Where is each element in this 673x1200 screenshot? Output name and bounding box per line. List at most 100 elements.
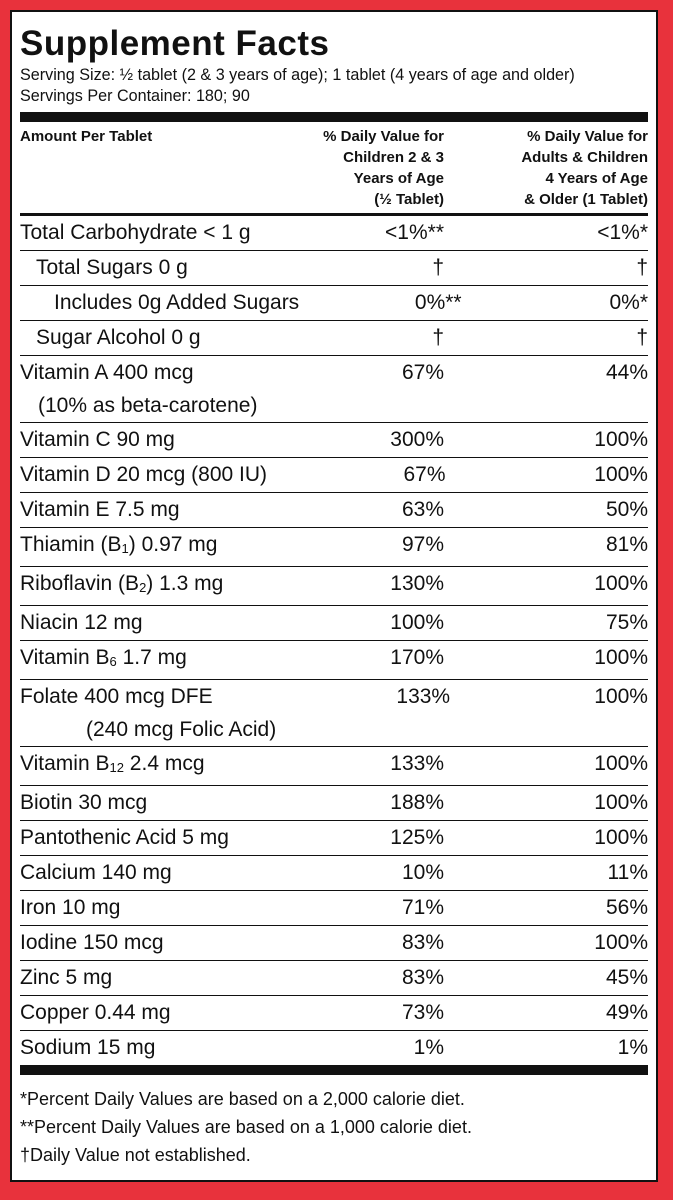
dv-adults: † <box>636 326 648 349</box>
nutrient-name-line2: (240 mcg Folic Acid) <box>86 718 277 741</box>
nutrient-name: Total Carbohydrate < 1 g <box>20 216 264 250</box>
dv-adults: 100% <box>594 826 648 849</box>
nutrient-name: Biotin 30 mcg <box>20 786 264 820</box>
dv-adults: 100% <box>594 463 648 486</box>
table-row: Biotin 30 mcg 188% 100% <box>20 786 648 821</box>
nutrient-name: Sugar Alcohol 0 g <box>20 321 264 355</box>
table-row: Calcium 140 mg 10% 11% <box>20 856 648 891</box>
dv-children: <1%** <box>385 221 444 244</box>
nutrient-name: Vitamin E 7.5 mg <box>20 493 264 527</box>
nutrient-name-text: Vitamin C 90 mg <box>20 428 175 451</box>
dv-children: 300% <box>390 428 444 451</box>
nutrient-subscript: 6 <box>109 654 117 669</box>
dv-children: 67% <box>403 463 446 486</box>
nutrient-name-text: 2.4 mcg <box>123 752 205 775</box>
header-adults-dv: % Daily Value for Adults & Children 4 Ye… <box>521 128 648 208</box>
header-children-dv: % Daily Value for Children 2 & 3 Years o… <box>323 128 444 208</box>
nutrient-rows: Total Carbohydrate < 1 g <1%** <1%* Total S… <box>20 216 648 1065</box>
nutrient-name-text: Vitamin D 20 mcg (800 IU) <box>20 463 268 486</box>
dv-adults: 100% <box>594 685 648 708</box>
dv-adults: 50% <box>605 498 648 521</box>
table-row: Copper 0.44 mg 73% 49% <box>20 996 648 1031</box>
dv-adults: 100% <box>594 572 648 595</box>
nutrient-name-text: Thiamin (B <box>20 533 122 556</box>
panel-title: Supplement Facts <box>20 24 330 63</box>
nutrient-name: Calcium 140 mg <box>20 856 264 890</box>
nutrient-name-line2: (10% as beta-carotene) <box>38 394 258 417</box>
dv-adults: 44% <box>605 361 648 384</box>
dv-children: 130% <box>390 572 444 595</box>
table-row: Sugar Alcohol 0 g † † <box>20 321 648 356</box>
serving-size: Serving Size: ½ tablet (2 & 3 years of a… <box>20 65 575 84</box>
dv-adults: 81% <box>605 533 648 556</box>
nutrient-name-text: Vitamin A 400 mcg <box>20 361 194 384</box>
nutrient-name-text: Riboflavin (B <box>20 572 140 595</box>
dv-children: 125% <box>390 826 444 849</box>
dv-adults: 75% <box>605 611 648 634</box>
dv-children: 63% <box>401 498 444 521</box>
nutrient-name-text: ) 0.97 mg <box>128 533 218 556</box>
table-row: Vitamin B6 1.7 mg 170% 100% <box>20 641 648 680</box>
nutrient-name: Thiamin (B1) 0.97 mg <box>20 528 264 566</box>
thick-rule-top <box>20 112 648 122</box>
nutrient-name-text: ) 1.3 mg <box>146 572 224 595</box>
table-row: Vitamin E 7.5 mg 63% 50% <box>20 493 648 528</box>
supplement-facts-panel: Supplement Facts Serving Size: ½ tablet … <box>10 10 658 1182</box>
nutrient-name-text: Iodine 150 mcg <box>20 931 164 954</box>
table-row: Vitamin A 400 mcg (10% as beta-carotene) 6… <box>20 356 648 423</box>
dv-children: 83% <box>401 966 444 989</box>
nutrient-name: Vitamin B12 2.4 mcg <box>20 747 264 785</box>
table-row: Niacin 12 mg 100% 75% <box>20 606 648 641</box>
nutrient-name: Includes 0g Added Sugars <box>20 286 299 320</box>
dv-children: 71% <box>401 896 444 919</box>
table-row: Iodine 150 mcg 83% 100% <box>20 926 648 961</box>
dv-children: 100% <box>390 611 444 634</box>
table-row: Iron 10 mg 71% 56% <box>20 891 648 926</box>
nutrient-name: Iron 10 mg <box>20 891 264 925</box>
nutrient-name: Iodine 150 mcg <box>20 926 264 960</box>
dv-adults: 100% <box>594 791 648 814</box>
nutrient-name-text: Vitamin B <box>20 752 110 775</box>
nutrient-name-text: Zinc 5 mg <box>20 966 113 989</box>
nutrient-name-text: Sodium 15 mg <box>20 1036 156 1059</box>
table-row: Riboflavin (B2) 1.3 mg 130% 100% <box>20 567 648 606</box>
nutrient-name-text: Iron 10 mg <box>20 896 121 919</box>
footnotes: *Percent Daily Values are based on a 2,0… <box>20 1085 648 1169</box>
dv-children: 133% <box>396 685 451 708</box>
dv-adults: 0%* <box>609 291 648 314</box>
dv-adults: 49% <box>605 1001 648 1024</box>
nutrient-name: Vitamin B6 1.7 mg <box>20 641 264 679</box>
nutrient-name-text: Calcium 140 mg <box>20 861 172 884</box>
dv-children: 0%** <box>414 291 462 314</box>
dv-children: 170% <box>390 646 444 669</box>
table-row: Pantothenic Acid 5 mg 125% 100% <box>20 821 648 856</box>
nutrient-name: Copper 0.44 mg <box>20 996 264 1030</box>
nutrient-name-text: Total Sugars 0 g <box>36 256 188 279</box>
nutrient-name: Folate 400 mcg DFE (240 mcg Folic Acid) <box>20 680 276 746</box>
table-row: Total Sugars 0 g † † <box>20 251 648 286</box>
nutrient-name-text: 1.7 mg <box>116 646 187 669</box>
dv-children: 10% <box>401 861 444 884</box>
dv-children: 1% <box>413 1036 444 1059</box>
dv-children: 67% <box>401 361 444 384</box>
table-row: Sodium 15 mg 1% 1% <box>20 1031 648 1065</box>
dv-adults: 11% <box>607 861 648 884</box>
thick-rule-bottom <box>20 1065 648 1075</box>
dv-children: † <box>432 256 444 279</box>
nutrient-name-text: Vitamin E 7.5 mg <box>20 498 180 521</box>
nutrient-name-text: Biotin 30 mcg <box>20 791 148 814</box>
dv-children: 133% <box>390 752 444 775</box>
dv-children: 188% <box>390 791 444 814</box>
nutrient-name: Riboflavin (B2) 1.3 mg <box>20 567 264 605</box>
nutrient-name: Zinc 5 mg <box>20 961 264 995</box>
dv-children: 83% <box>401 931 444 954</box>
table-row: Folate 400 mcg DFE (240 mcg Folic Acid) 13… <box>20 680 648 747</box>
dv-adults: 100% <box>594 428 648 451</box>
dv-adults: † <box>636 256 648 279</box>
nutrient-name: Vitamin D 20 mcg (800 IU) <box>20 458 267 492</box>
dv-children: 97% <box>401 533 444 556</box>
table-row: Vitamin C 90 mg 300% 100% <box>20 423 648 458</box>
table-row: Total Carbohydrate < 1 g <1%** <1%* <box>20 216 648 251</box>
footnote-single-star: *Percent Daily Values are based on a 2,0… <box>20 1089 465 1109</box>
nutrient-name: Pantothenic Acid 5 mg <box>20 821 264 855</box>
